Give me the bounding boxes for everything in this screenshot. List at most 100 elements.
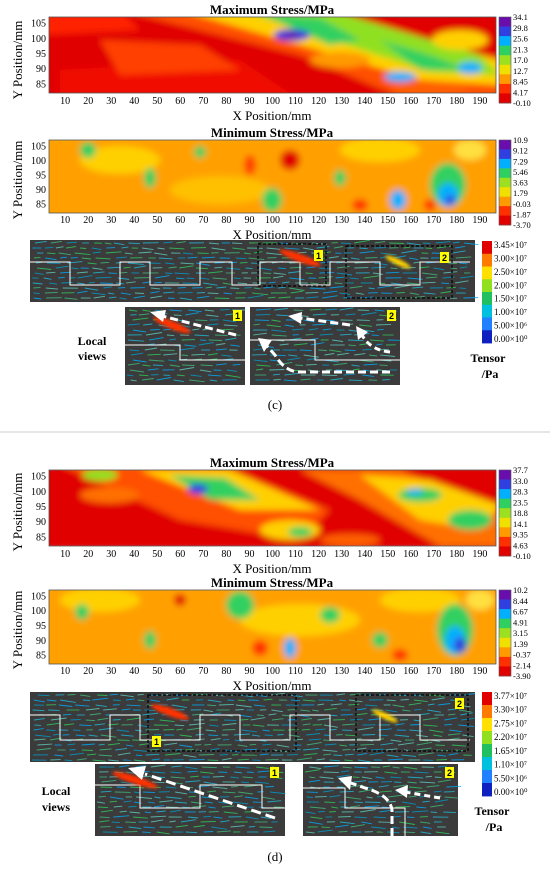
tensor-label-line2: /Pa <box>485 820 503 834</box>
x-tick-label: 70 <box>198 549 208 560</box>
x-axis-ticks: 10 20 30 40 50 60 70 80 90 100 110 120 130 140 150 160 1… <box>60 96 487 107</box>
colorbar-swatch <box>499 215 511 226</box>
zoom-box-2 <box>345 245 453 299</box>
y-tick-label: 105 <box>31 19 46 30</box>
colorbar-label: 1.50×10⁷ <box>494 294 527 304</box>
x-tick-label: 80 <box>221 666 231 677</box>
colorbar-label: 0.00×10⁰ <box>494 334 528 344</box>
colorbar-label: 10.9 <box>513 135 528 145</box>
x-tick-label: 120 <box>311 96 326 107</box>
y-tick-label: 105 <box>31 591 46 602</box>
heatmap-field <box>49 17 496 93</box>
x-tick-label: 140 <box>357 96 372 107</box>
colorbar-swatch <box>482 744 492 758</box>
tensor-field-c: 1 2 1 <box>30 239 528 385</box>
x-tick-label: 70 <box>198 666 208 677</box>
x-tick-label: 30 <box>106 666 116 677</box>
colorbar-swatch <box>499 17 511 27</box>
x-tick-label: 90 <box>245 549 255 560</box>
colorbar-label: 2.20×10⁷ <box>494 732 527 742</box>
x-tick-label: 130 <box>334 96 349 107</box>
x-tick-label: 180 <box>449 666 464 677</box>
x-tick-label: 180 <box>449 96 464 107</box>
x-tick-label: 40 <box>129 215 139 226</box>
colorbar-swatch <box>482 241 492 255</box>
colorbar-swatch <box>482 718 492 732</box>
y-tick-label: 95 <box>36 502 46 513</box>
x-tick-label: 90 <box>245 215 255 226</box>
x-tick-label: 20 <box>83 666 93 677</box>
tensor-colorbar: 3.45×10⁷ 3.00×10⁷ 2.50×10⁷ 2.00×10⁷ 1.50×10⁷… <box>482 240 528 344</box>
colorbar-swatch <box>499 26 511 37</box>
x-tick-label: 10 <box>60 96 70 107</box>
x-tick-label: 140 <box>357 215 372 226</box>
local-view-2: 2 <box>303 764 462 836</box>
y-tick-label: 90 <box>36 64 46 75</box>
x-tick-label: 190 <box>472 96 487 107</box>
colorbar-label: 25.6 <box>513 34 528 44</box>
x-tick-label: 160 <box>403 666 418 677</box>
heatmap-field <box>49 140 496 213</box>
colorbar-swatch <box>482 266 492 280</box>
x-tick-label: 50 <box>152 666 162 677</box>
x-tick-label: 190 <box>472 215 487 226</box>
colorbar-swatch <box>499 647 511 658</box>
x-tick-label: 30 <box>106 96 116 107</box>
local-view-1: 1 <box>95 764 286 836</box>
y-tick-label: 100 <box>31 487 46 498</box>
y-tick-label: 95 <box>36 49 46 60</box>
x-tick-label: 110 <box>288 666 303 677</box>
x-tick-label: 100 <box>265 549 280 560</box>
zoom-box-2 <box>355 694 469 752</box>
colorbar-label: 3.45×10⁷ <box>494 240 527 250</box>
colorbar-label: 0.00×10⁰ <box>494 787 528 797</box>
local-views-label-line2: views <box>78 349 106 363</box>
colorbar-label: 9.12 <box>513 146 528 156</box>
x-axis-label: X Position/mm <box>232 678 311 693</box>
local-views-label-line1: Local <box>78 334 107 348</box>
colorbar-swatch <box>499 206 511 216</box>
y-tick-label: 85 <box>36 651 46 662</box>
x-tick-label: 60 <box>175 215 185 226</box>
x-tick-label: 130 <box>334 549 349 560</box>
colorbar: 37.733.028.323.518.814.19.354.63-0.10 <box>498 465 531 561</box>
colorbar-swatch <box>499 628 511 639</box>
colorbar-swatch <box>499 55 511 66</box>
x-axis-ticks: 10 20 30 40 50 60 70 80 90 100 110 120 130 140 150 160 1… <box>60 666 487 677</box>
colorbar-label: 3.30×10⁷ <box>494 705 527 715</box>
y-axis-ticks: 85 90 95 100 105 <box>31 591 46 661</box>
x-tick-label: 40 <box>129 96 139 107</box>
colorbar-swatch <box>499 590 511 600</box>
x-tick-label: 60 <box>175 96 185 107</box>
colorbar-swatch <box>499 168 511 179</box>
tensor-background <box>30 240 475 302</box>
colorbar: 10.28.446.674.913.151.39-0.37-2.14-3.90 <box>498 585 531 681</box>
tensor-field-d: 1 2 1 2 <box>30 691 528 836</box>
y-axis-ticks: 85 90 95 100 105 <box>31 141 46 210</box>
colorbar-label: 33.0 <box>513 476 528 486</box>
x-tick-label: 130 <box>334 215 349 226</box>
y-tick-label: 100 <box>31 156 46 167</box>
x-axis-label: X Position/mm <box>232 227 311 242</box>
colorbar-label: 9.35 <box>513 530 528 540</box>
colorbar-label: 8.45 <box>513 77 528 87</box>
heatmap-max-stress-d: Maximum Stress/MPa <box>10 455 531 576</box>
tensor-label-line1: Tensor <box>471 351 507 365</box>
y-axis-label: Y Position/mm <box>10 141 25 220</box>
heatmap-max-stress-c: Maximum Stress/MPa <box>10 2 531 123</box>
local-view-1-label: 1 <box>235 311 240 321</box>
x-tick-label: 50 <box>152 96 162 107</box>
panel-d: Maximum Stress/MPa <box>10 455 531 864</box>
x-tick-label: 90 <box>245 96 255 107</box>
x-tick-label: 90 <box>245 666 255 677</box>
colorbar-label: 5.46 <box>513 167 528 177</box>
heatmap-field <box>49 470 496 546</box>
chart-title: Maximum Stress/MPa <box>210 455 335 470</box>
colorbar-swatch <box>499 637 511 648</box>
colorbar: 10.99.127.295.463.631.79-0.03-1.87-3.70 <box>498 135 531 230</box>
y-tick-label: 95 <box>36 171 46 182</box>
tensor-label-line1: Tensor <box>475 804 511 818</box>
colorbar-swatch <box>499 508 511 519</box>
colorbar-swatch <box>499 36 511 47</box>
colorbar-swatch <box>499 158 511 169</box>
